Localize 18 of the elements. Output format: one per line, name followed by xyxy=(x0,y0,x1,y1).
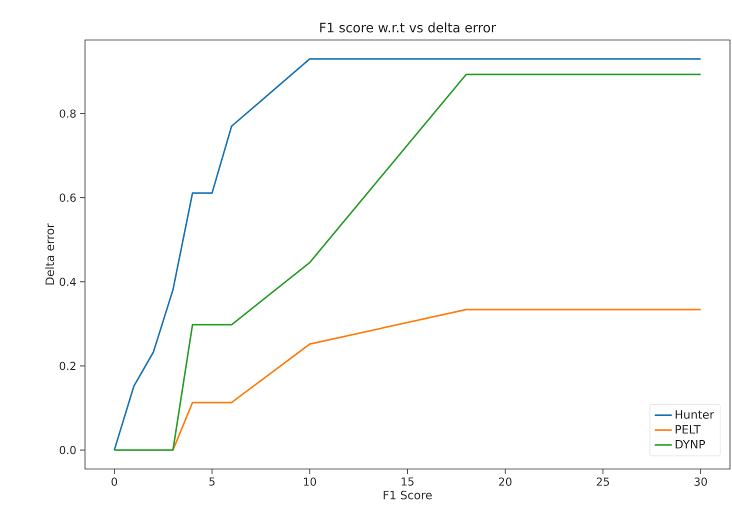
y-tick-label: 0.6 xyxy=(60,194,76,202)
y-tick-label: 0.0 xyxy=(60,446,76,454)
x-tick-label: 5 xyxy=(209,478,215,486)
y-axis-title: Delta error xyxy=(45,223,54,284)
chart-title: F1 score w.r.t vs delta error xyxy=(320,22,496,32)
y-tick-label: 0.2 xyxy=(60,362,76,370)
legend-label: Hunter xyxy=(676,410,714,419)
legend-label: DYNP xyxy=(676,440,705,448)
x-tick-label: 20 xyxy=(499,478,512,486)
y-tick-label: 0.4 xyxy=(60,278,76,286)
x-axis-title: F1 Score xyxy=(384,490,432,500)
legend-label: PELT xyxy=(676,425,701,434)
x-tick-label: 25 xyxy=(596,478,609,486)
x-tick-label: 30 xyxy=(694,478,707,486)
x-tick-label: 0 xyxy=(112,478,118,486)
x-tick-label: 10 xyxy=(304,478,316,486)
x-tick-label: 15 xyxy=(402,478,414,486)
y-tick-label: 0.8 xyxy=(60,109,76,118)
